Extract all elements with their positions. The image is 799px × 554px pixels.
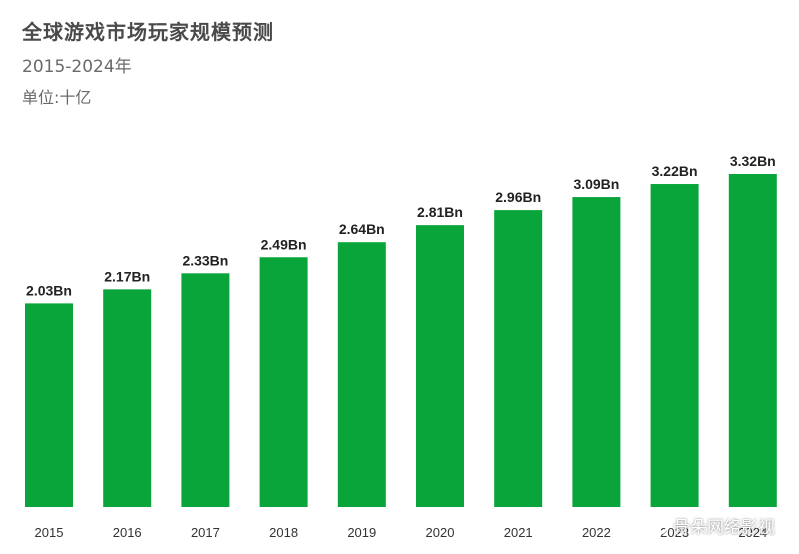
bar-2018 <box>259 257 308 507</box>
unit-label: 单位:十亿 <box>22 88 92 107</box>
bar-2019 <box>337 242 386 507</box>
data-label-2016: 2.17Bn <box>104 268 150 284</box>
x-tick-2023: 2023 <box>660 525 689 540</box>
chart-title: 全球游戏市场玩家规模预测 <box>22 20 274 44</box>
data-label-2015: 2.03Bn <box>26 282 72 298</box>
x-tick-2020: 2020 <box>426 525 455 540</box>
x-tick-2016: 2016 <box>113 525 142 540</box>
data-label-2021: 2.96Bn <box>495 189 541 205</box>
x-tick-2022: 2022 <box>582 525 611 540</box>
data-label-2017: 2.33Bn <box>182 252 228 268</box>
data-label-2024: 3.32Bn <box>730 153 776 169</box>
x-tick-2018: 2018 <box>269 525 298 540</box>
bar-2020 <box>416 225 464 507</box>
x-tick-2021: 2021 <box>504 525 533 540</box>
bar-2015 <box>25 303 73 507</box>
watermark-text: 骨朵网络影视 <box>673 518 775 538</box>
bar-2023 <box>650 184 699 507</box>
data-label-2020: 2.81Bn <box>417 204 463 220</box>
bar-2017 <box>181 273 230 507</box>
data-label-2022: 3.09Bn <box>573 176 619 192</box>
x-tick-2024: 2024 <box>738 525 767 540</box>
x-tick-2017: 2017 <box>191 525 220 540</box>
x-tick-2019: 2019 <box>347 525 376 540</box>
bar-2021 <box>494 210 543 507</box>
watermark: 骨朵网络影视 <box>643 513 775 538</box>
wechat-icon <box>643 516 667 535</box>
bar-2016 <box>103 289 152 507</box>
chart-subtitle: 2015-2024年 <box>22 57 132 77</box>
data-label-2023: 3.22Bn <box>652 163 698 179</box>
data-label-2018: 2.49Bn <box>261 236 307 252</box>
x-tick-2015: 2015 <box>35 525 64 540</box>
bar-2022 <box>572 197 621 507</box>
bar-2024 <box>728 174 777 507</box>
data-label-2019: 2.64Bn <box>339 221 385 237</box>
